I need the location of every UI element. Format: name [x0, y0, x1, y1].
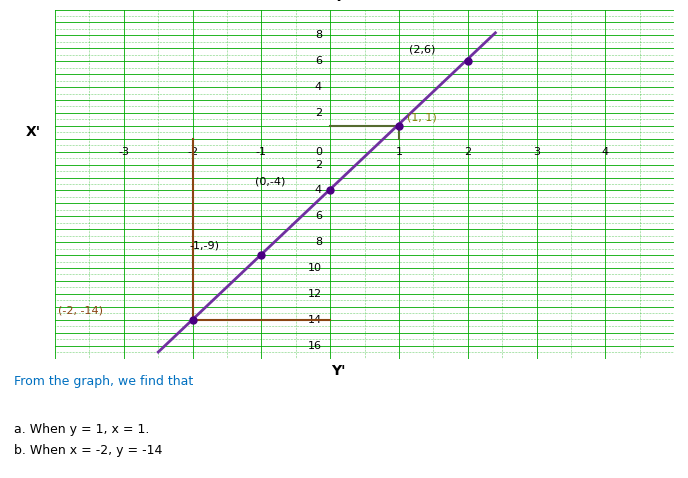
- Text: (0,-4): (0,-4): [255, 176, 285, 186]
- Text: 4: 4: [602, 147, 609, 157]
- Text: 12: 12: [308, 289, 322, 299]
- Text: X': X': [26, 125, 41, 139]
- Text: 16: 16: [308, 341, 322, 350]
- Text: 6: 6: [315, 56, 322, 66]
- Text: -1: -1: [256, 147, 267, 157]
- Text: 8: 8: [315, 237, 322, 247]
- Text: Y: Y: [334, 0, 343, 4]
- Text: 1: 1: [396, 147, 402, 157]
- Text: -2: -2: [187, 147, 198, 157]
- Text: 2: 2: [464, 147, 471, 157]
- Text: (-2, -14): (-2, -14): [58, 305, 103, 315]
- Text: (2,6): (2,6): [409, 44, 436, 54]
- Text: 3: 3: [533, 147, 540, 157]
- Text: 0: 0: [315, 147, 322, 157]
- Text: 8: 8: [315, 31, 322, 41]
- Text: From the graph, we find that: From the graph, we find that: [14, 375, 193, 388]
- Text: 10: 10: [308, 263, 322, 273]
- Text: 6: 6: [315, 211, 322, 221]
- Text: -3: -3: [118, 147, 129, 157]
- Text: 4: 4: [315, 185, 322, 196]
- Text: a. When y = 1, x = 1.: a. When y = 1, x = 1.: [14, 423, 149, 435]
- Text: 4: 4: [315, 82, 322, 92]
- Text: 2: 2: [315, 160, 322, 170]
- Text: (1, 1): (1, 1): [407, 113, 437, 123]
- Text: 14: 14: [308, 315, 322, 325]
- Text: 2: 2: [315, 108, 322, 118]
- Text: Y': Y': [331, 364, 346, 378]
- Text: b. When x = -2, y = -14: b. When x = -2, y = -14: [14, 444, 162, 457]
- Text: -1,-9): -1,-9): [189, 240, 219, 250]
